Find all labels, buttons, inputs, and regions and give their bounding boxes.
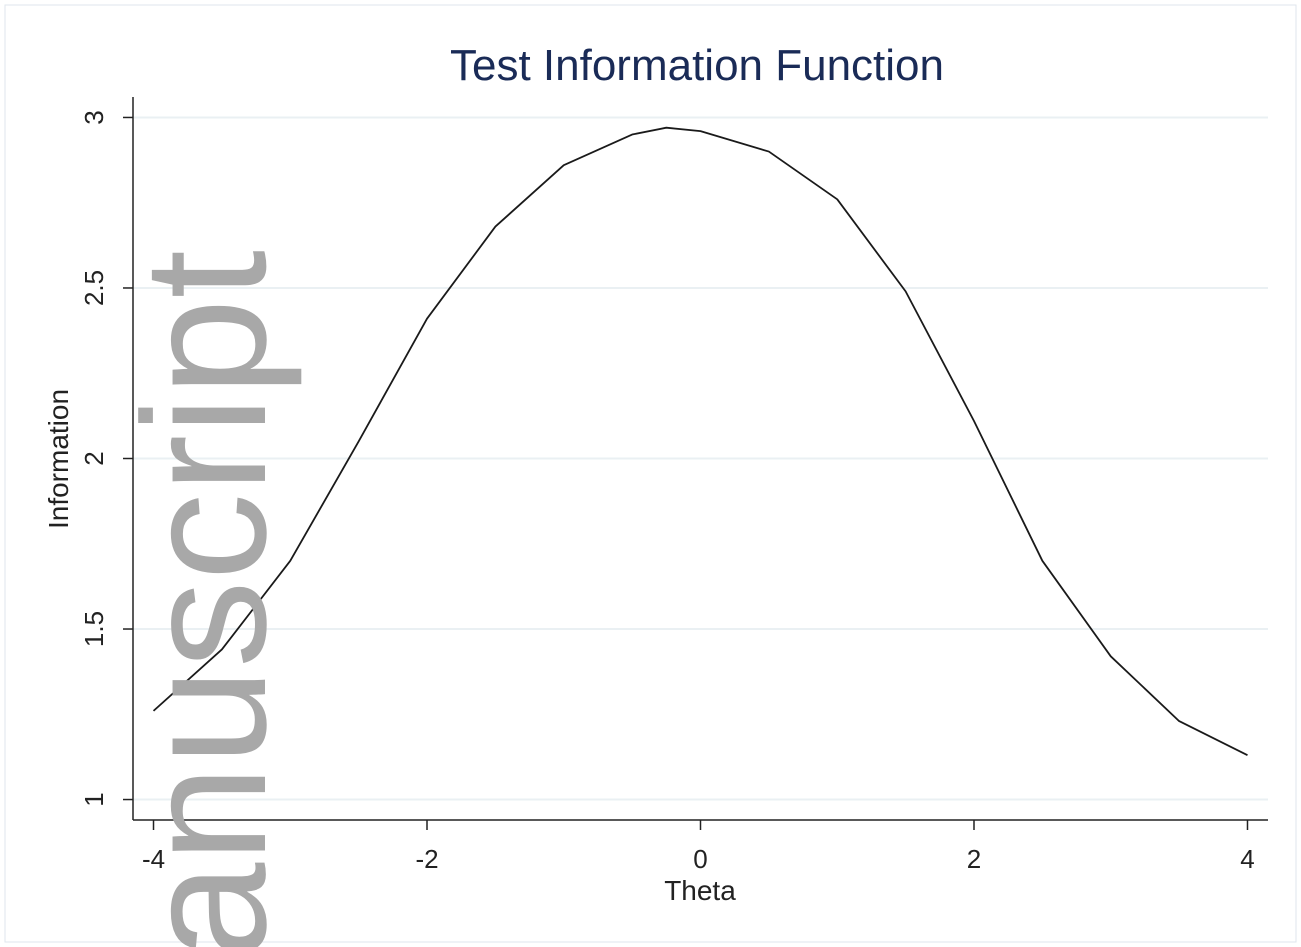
y-tick-label: 1.5 <box>79 611 109 647</box>
y-axis-label: Information <box>43 389 74 529</box>
y-tick-label: 3 <box>79 110 109 124</box>
y-tick-label: 1 <box>79 792 109 806</box>
watermark: anuscript <box>108 250 303 947</box>
y-tick-label: 2.5 <box>79 270 109 306</box>
x-tick-label: 2 <box>967 844 981 874</box>
x-axis-label: Theta <box>664 875 736 906</box>
x-tick-label: -2 <box>415 844 438 874</box>
line <box>152 126 1248 757</box>
x-tick-label: 4 <box>1240 844 1254 874</box>
x-tick-label: -4 <box>142 844 165 874</box>
y-tick-label: 2 <box>79 451 109 465</box>
x-tick-label: 0 <box>693 844 707 874</box>
frame <box>4 4 1297 943</box>
chart-title: Test Information Function <box>450 41 944 90</box>
